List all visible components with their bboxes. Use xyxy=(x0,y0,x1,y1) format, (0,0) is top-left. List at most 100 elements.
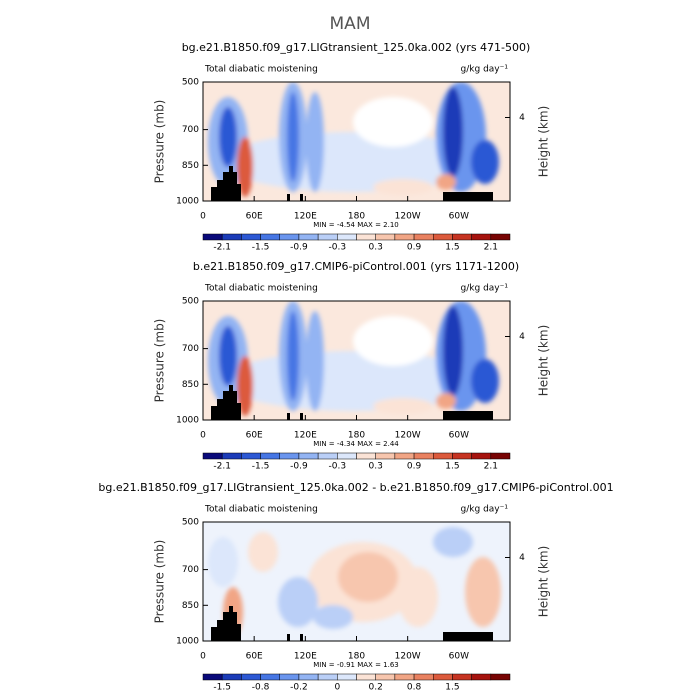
x-tick-label: 180 xyxy=(348,212,365,222)
colorbar-box xyxy=(279,673,300,681)
x-tick-label: 60E xyxy=(246,212,263,222)
variable-label: Total diabatic moistening xyxy=(204,505,318,515)
x-tick-label: 120E xyxy=(294,652,317,662)
colorbar-box xyxy=(279,233,300,241)
x-tick-label: 0 xyxy=(200,212,206,222)
colorbar-label: -0.9 xyxy=(290,462,308,472)
colorbar-box xyxy=(452,233,472,241)
y-tick-label: 700 xyxy=(182,125,199,135)
y-tick-label: 700 xyxy=(182,565,199,575)
y2-tick-label: 4 xyxy=(519,113,525,123)
colorbar-label: 1.5 xyxy=(445,683,459,693)
stats-label: MIN = -4.34 MAX = 2.44 xyxy=(313,440,399,448)
colorbar-box xyxy=(356,673,376,681)
colorbar-box xyxy=(337,233,357,241)
colorbar-box xyxy=(260,233,280,241)
colorbar-box xyxy=(298,673,319,681)
y2-axis-title: Height (km) xyxy=(537,546,551,617)
x-tick-label: 180 xyxy=(348,652,365,662)
y-tick-label: 1000 xyxy=(176,637,199,647)
colorbar-box xyxy=(433,673,453,681)
colorbar-box xyxy=(471,452,492,460)
colorbar-box xyxy=(433,233,453,241)
panel-title: b.e21.B1850.f09_g17.CMIP6-piControl.001 … xyxy=(193,260,519,273)
colorbar-label: 0.3 xyxy=(369,462,383,472)
x-tick-label: 60E xyxy=(246,431,263,441)
variable-label: Total diabatic moistening xyxy=(204,65,318,75)
y-tick-label: 500 xyxy=(182,78,199,88)
contour-field xyxy=(203,522,510,641)
stats-label: MIN = -0.91 MAX = 1.63 xyxy=(313,661,399,669)
y-tick-label: 500 xyxy=(182,518,199,528)
colorbar-box xyxy=(317,452,338,460)
colorbar-box xyxy=(260,673,280,681)
colorbar-box xyxy=(298,233,319,241)
colorbar-label: 1.5 xyxy=(445,243,459,253)
y-axis-title: Pressure (mb) xyxy=(153,100,167,184)
colorbar-box xyxy=(202,673,223,681)
colorbar-box xyxy=(394,452,415,460)
x-tick-label: 60W xyxy=(449,212,469,222)
colorbar-label: -2.1 xyxy=(213,462,231,472)
colorbar-box xyxy=(452,673,472,681)
colorbar-box xyxy=(413,452,434,460)
x-tick-label: 60W xyxy=(449,652,469,662)
contour-field xyxy=(203,301,510,420)
colorbar-box xyxy=(490,452,511,460)
colorbar-label: -0.3 xyxy=(329,243,347,253)
figure-title: MAM xyxy=(330,14,371,34)
colorbar-box xyxy=(337,673,357,681)
colorbar-box xyxy=(202,233,223,241)
colorbar-label: -1.5 xyxy=(252,462,270,472)
x-tick-label: 120W xyxy=(395,212,421,222)
x-tick-label: 0 xyxy=(200,652,206,662)
x-tick-label: 120E xyxy=(294,431,317,441)
colorbar-label: -1.5 xyxy=(213,683,231,693)
colorbar-box xyxy=(317,673,338,681)
colorbar-label: -0.3 xyxy=(329,462,347,472)
y-tick-label: 850 xyxy=(182,601,199,611)
colorbar-label: 0.3 xyxy=(369,243,383,253)
y-tick-label: 700 xyxy=(182,344,199,354)
colorbar-box xyxy=(356,233,376,241)
colorbar-label: -0.2 xyxy=(290,683,308,693)
colorbar-box xyxy=(241,233,261,241)
panel-title: bg.e21.B1850.f09_g17.LIGtransient_125.0k… xyxy=(182,41,531,54)
colorbar-box xyxy=(471,233,492,241)
colorbar-box xyxy=(241,673,261,681)
x-tick-label: 120W xyxy=(395,652,421,662)
y-tick-label: 850 xyxy=(182,161,199,171)
colorbar-box xyxy=(202,452,223,460)
y2-tick-label: 4 xyxy=(519,332,525,342)
colorbar-label: -0.8 xyxy=(252,683,270,693)
y-tick-label: 1000 xyxy=(176,416,199,426)
colorbar-label: 0 xyxy=(334,683,340,693)
y-tick-label: 500 xyxy=(182,297,199,307)
colorbar-box xyxy=(221,452,242,460)
y-axis-title: Pressure (mb) xyxy=(153,540,167,624)
units-label: g/kg day⁻¹ xyxy=(461,65,509,75)
units-label: g/kg day⁻¹ xyxy=(461,284,509,294)
colorbar-box xyxy=(375,233,396,241)
colorbar-label: -2.1 xyxy=(213,243,231,253)
colorbar-box xyxy=(260,452,280,460)
colorbar-box xyxy=(221,673,242,681)
x-tick-label: 180 xyxy=(348,431,365,441)
colorbar-label: 0.9 xyxy=(407,243,422,253)
colorbar-box xyxy=(452,452,472,460)
y2-axis-title: Height (km) xyxy=(537,106,551,177)
colorbar-box xyxy=(394,233,415,241)
units-label: g/kg day⁻¹ xyxy=(461,505,509,515)
colorbar-box xyxy=(317,233,338,241)
x-tick-label: 60E xyxy=(246,652,263,662)
colorbar-box xyxy=(298,452,319,460)
x-tick-label: 60W xyxy=(449,431,469,441)
x-tick-label: 120W xyxy=(395,431,421,441)
y2-tick-label: 4 xyxy=(519,553,525,563)
colorbar-label: -0.9 xyxy=(290,243,308,253)
colorbar-label: 0.8 xyxy=(407,683,422,693)
contour-field xyxy=(203,82,510,201)
colorbar-label: 1.5 xyxy=(445,462,459,472)
colorbar-label: 2.1 xyxy=(484,462,498,472)
